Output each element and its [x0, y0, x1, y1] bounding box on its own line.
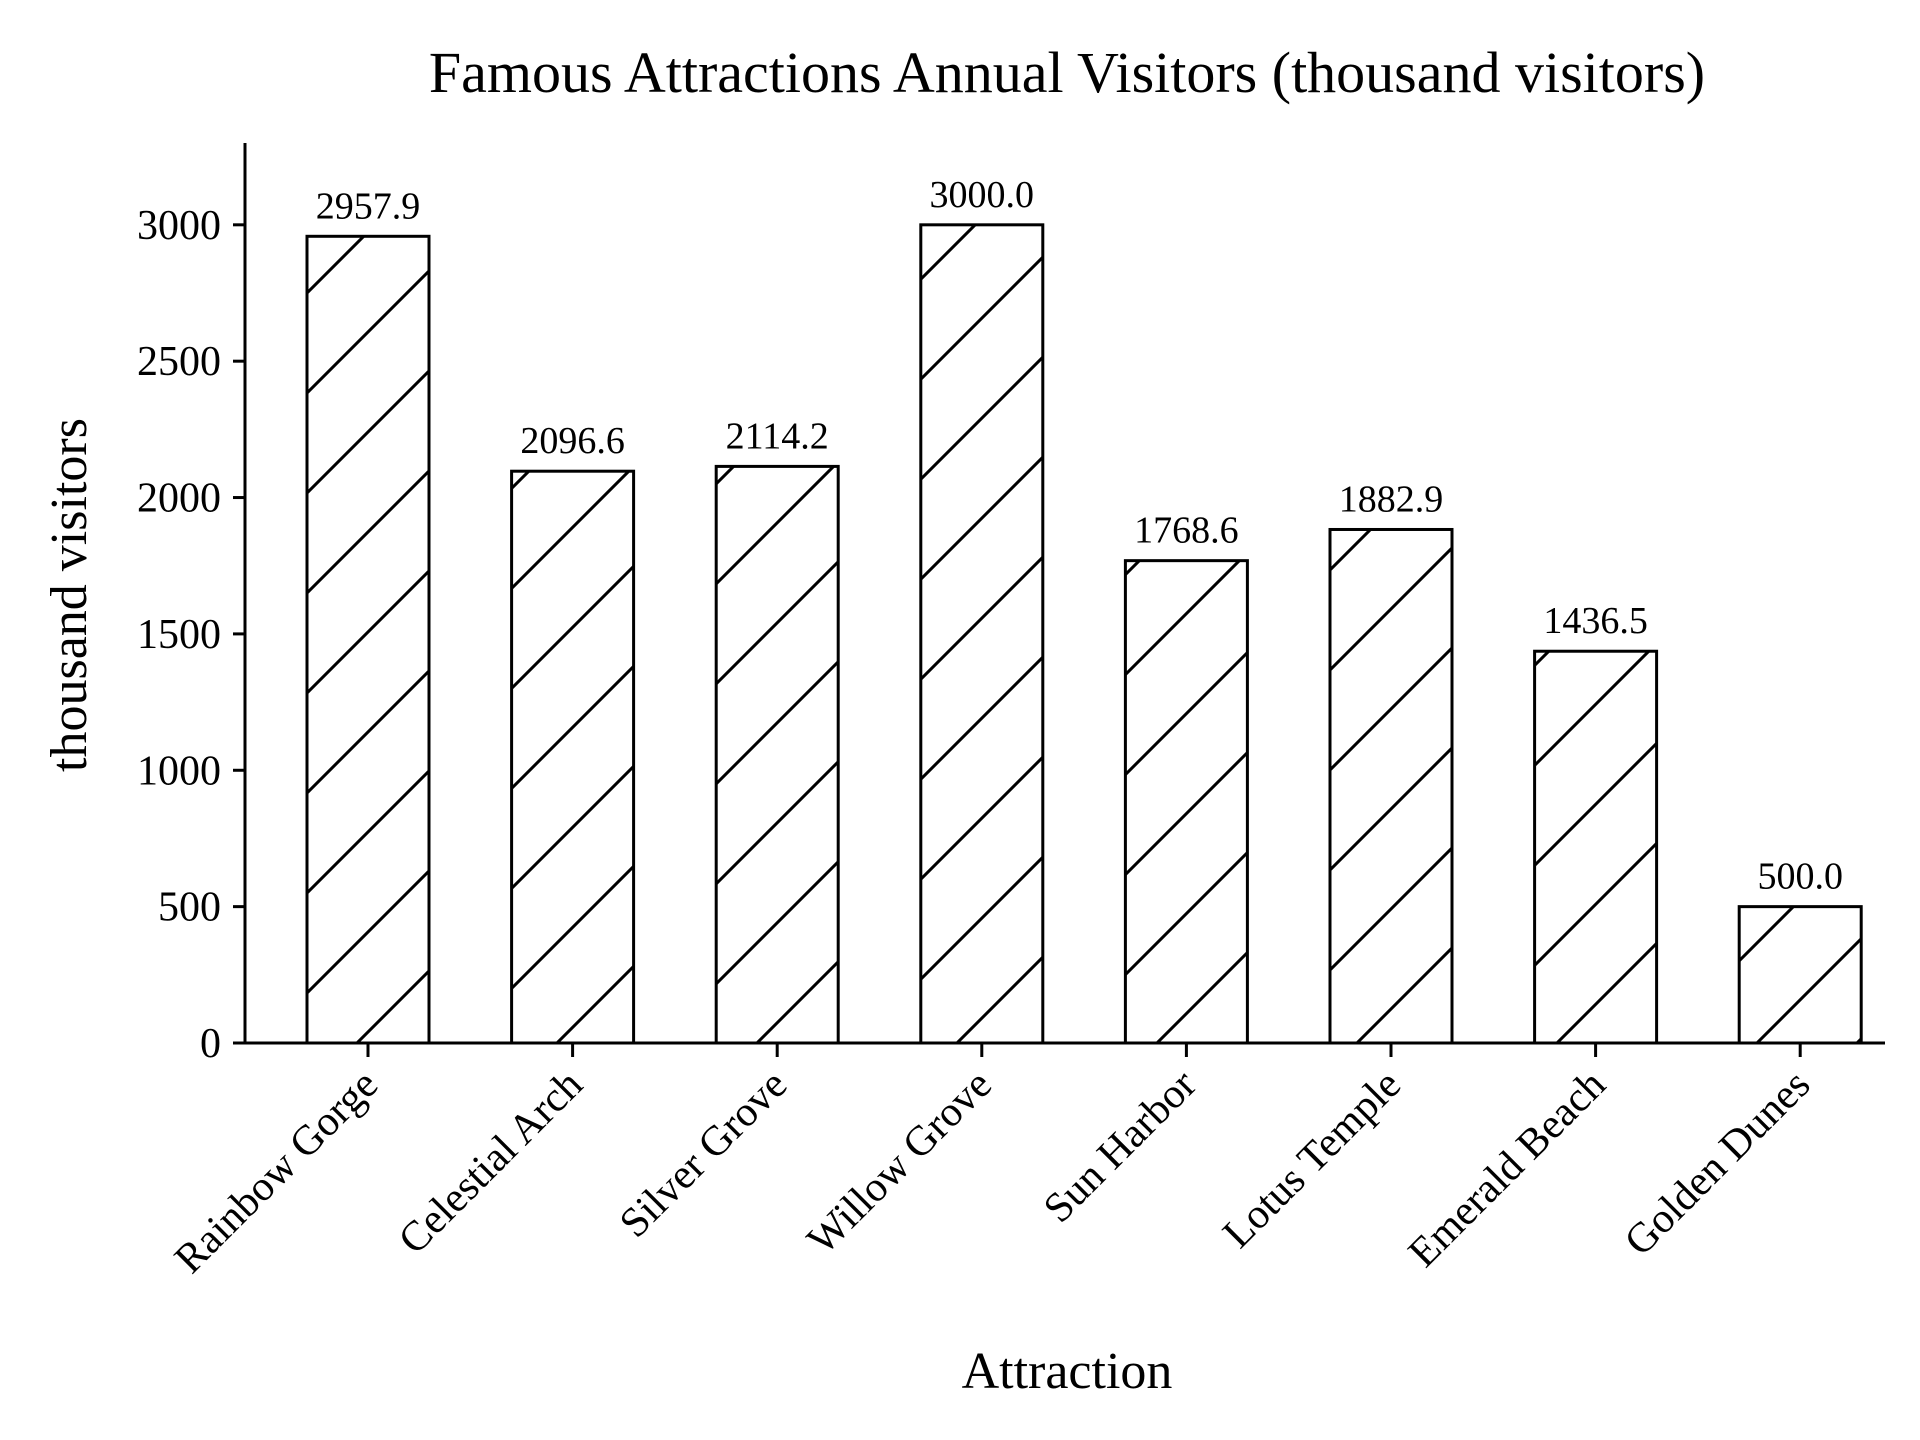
- plot-area: 0 500 1000 1500 2000 2500 3000 2957.9 Rainbow Go…: [137, 143, 1885, 1282]
- y-tick-label: 1500: [137, 612, 221, 658]
- x-axis-label: Attraction: [962, 1343, 1173, 1400]
- x-tick-label: Lotus Temple: [1214, 1062, 1410, 1258]
- x-tick-label: Emerald Beach: [1400, 1062, 1615, 1277]
- y-tick-label: 2500: [137, 339, 221, 385]
- bar: [305, 234, 431, 1045]
- bar-value-label: 2957.9: [316, 185, 421, 227]
- bar: [1737, 905, 1863, 1045]
- y-tick-label: 1000: [137, 748, 221, 794]
- x-tick-label: Rainbow Gorge: [166, 1062, 387, 1283]
- bar: [1328, 527, 1454, 1045]
- bar-value-label: 3000.0: [930, 174, 1035, 216]
- x-tick-label: Willow Grove: [799, 1062, 1001, 1264]
- chart-title: Famous Attractions Annual Visitors (thou…: [429, 40, 1705, 105]
- x-tick-label: Golden Dunes: [1616, 1062, 1819, 1265]
- y-tick-label: 0: [200, 1021, 221, 1067]
- bar-value-label: 1436.5: [1543, 600, 1648, 642]
- y-axis-label: thousand visitors: [41, 418, 98, 772]
- bar-value-label: 500.0: [1757, 856, 1843, 898]
- bar: [1123, 559, 1249, 1045]
- bar-value-label: 1768.6: [1134, 510, 1239, 552]
- bar: [510, 469, 636, 1045]
- bar-value-label: 1882.9: [1339, 478, 1444, 520]
- bar: [919, 223, 1045, 1045]
- bar: [714, 464, 840, 1045]
- y-tick-label: 500: [158, 885, 221, 931]
- x-tick-label: Celestial Arch: [390, 1062, 592, 1264]
- bar-value-label: 2114.2: [726, 415, 829, 457]
- x-tick-label: Sun Harbor: [1035, 1062, 1205, 1232]
- y-tick-label: 3000: [137, 203, 221, 249]
- x-tick-label: Silver Grove: [611, 1062, 796, 1247]
- bar-value-label: 2096.6: [520, 420, 625, 462]
- y-tick-label: 2000: [137, 476, 221, 522]
- bar: [1533, 649, 1659, 1045]
